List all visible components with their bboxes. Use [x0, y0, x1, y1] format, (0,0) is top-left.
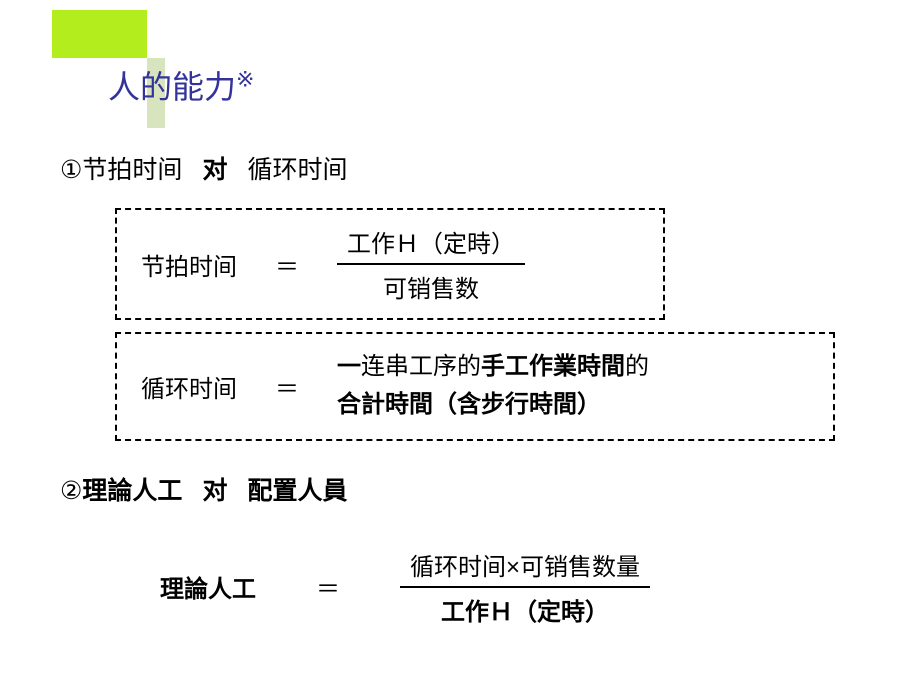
formula1-box: 节拍时间 ＝ 工作Ｈ（定時） 可销售数: [115, 208, 665, 320]
formula1-numerator: 工作Ｈ（定時）: [337, 224, 525, 263]
formula2-line2c: ）: [577, 391, 601, 418]
formula2-label: 循环时间: [141, 369, 237, 404]
formula2-box: 循环时间 ＝ 一连串工序的手工作業時間的 合計時間（含步行時間）: [115, 332, 835, 441]
title-part2: 能力: [172, 69, 236, 105]
formula1-label: 节拍时间: [141, 247, 237, 282]
formula2-line2a: 合計時間（含: [337, 391, 481, 418]
section1-heading: ①节拍时间对循环时间: [60, 150, 880, 186]
formula2-line1b: 连串工序的: [361, 353, 481, 380]
formula1-denominator: 可销售数: [373, 265, 489, 304]
header-decoration-green: [52, 10, 147, 58]
section2-label1: 理論人工: [82, 477, 182, 505]
formula2-equals: ＝: [275, 369, 299, 404]
formula2-line1c: 手工作業時間: [481, 353, 625, 380]
formula1-fraction: 工作Ｈ（定時） 可销售数: [337, 224, 525, 304]
section1-label2: 循环时间: [247, 156, 347, 184]
section2-vs: 对: [202, 477, 227, 505]
formula2-line1d: 的: [625, 353, 649, 380]
formula3-equals: ＝: [316, 569, 340, 604]
section1-num: ①: [60, 155, 82, 185]
formula2-line2b: 步行時間: [481, 391, 577, 418]
content-area: ①节拍时间对循环时间 节拍时间 ＝ 工作Ｈ（定時） 可销售数 循环时间 ＝ 一连…: [60, 150, 880, 627]
formula2-line1a: 一: [337, 353, 361, 380]
formula3-numerator: 循环时间×可销售数量: [400, 547, 650, 586]
section1-vs: 对: [202, 156, 227, 184]
formula3-fraction: 循环时间×可销售数量 工作Ｈ（定時）: [400, 547, 650, 627]
formula3-label: 理論人工: [160, 569, 256, 604]
page-title: 人的能力※: [108, 62, 254, 108]
formula2-text: 一连串工序的手工作業時間的 合計時間（含步行時間）: [337, 348, 649, 425]
section2-num: ②: [60, 476, 82, 506]
formula1-equals: ＝: [275, 247, 299, 282]
title-note: ※: [236, 66, 254, 91]
formula2-line1: 一连串工序的手工作業時間的: [337, 348, 649, 386]
formula3-denominator: 工作Ｈ（定時）: [431, 588, 619, 627]
title-part1: 人的: [108, 69, 172, 105]
section2-label2: 配置人員: [247, 477, 347, 505]
formula3-row: 理論人工 ＝ 循环时间×可销售数量 工作Ｈ（定時）: [160, 547, 880, 627]
section1-label1: 节拍时间: [82, 156, 182, 184]
formula2-line2: 合計時間（含步行時間）: [337, 386, 649, 424]
section2-heading: ②理論人工对配置人員: [60, 471, 880, 507]
